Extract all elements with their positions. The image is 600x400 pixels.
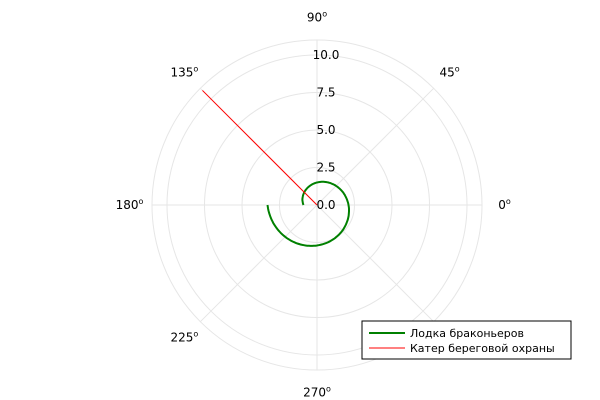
radial-tick-label: 2.5 [316, 161, 335, 175]
series-line-cutter [202, 90, 318, 206]
legend: Лодка браконьеров Катер береговой охраны [361, 320, 572, 360]
legend-label-cutter: Катер береговой охраны [410, 342, 555, 355]
angular-tick-label: 180o [116, 197, 144, 212]
grid-spoke [199, 204, 318, 323]
radial-tick-label: 5.0 [316, 123, 335, 137]
grid-spoke [316, 204, 435, 323]
radial-tick-label: 7.5 [316, 86, 335, 100]
angular-tick-label: 135o [171, 64, 199, 79]
angular-tick-label: 45o [439, 64, 459, 79]
angular-tick-label: 0o [498, 197, 511, 212]
angular-tick-label: 270o [303, 385, 331, 400]
legend-label-boat: Лодка браконьеров [410, 327, 524, 340]
angular-tick-label: 225o [171, 330, 199, 345]
radial-tick-label: 10.0 [313, 48, 340, 62]
legend-box [361, 320, 572, 360]
series-layer [202, 90, 350, 247]
series-line-boat [266, 180, 350, 247]
radial-tick-label: 0.0 [316, 198, 335, 212]
tick-labels: 0o 45o 90o 135o 180o 225o 270o 0.0 2.5 5.0 7.5 10.0 [116, 10, 511, 400]
angular-tick-label: 90o [307, 10, 327, 25]
grid-spoke [316, 87, 435, 206]
